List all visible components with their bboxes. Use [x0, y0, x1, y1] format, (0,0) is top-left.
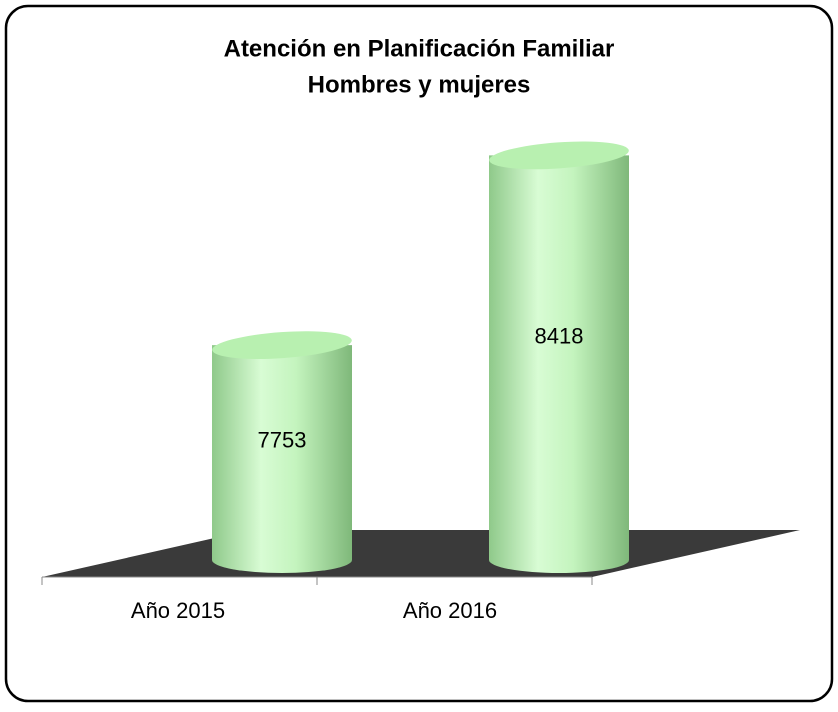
frame — [4, 4, 834, 703]
bar — [489, 141, 629, 573]
x-tick-label: Año 2016 — [403, 598, 497, 623]
x-tick-label: Año 2015 — [131, 598, 225, 623]
cylinder-body — [212, 345, 352, 573]
cylinder-top — [212, 331, 352, 360]
chart-subtitle: Hombres y mujeres — [308, 71, 531, 98]
value-label: 8418 — [535, 323, 584, 348]
cylinder-top — [489, 141, 629, 170]
chart-title: Atención en Planificación Familiar — [224, 35, 615, 62]
bar — [212, 331, 352, 573]
cylinder-body — [489, 155, 629, 573]
value-label: 7753 — [258, 428, 307, 453]
